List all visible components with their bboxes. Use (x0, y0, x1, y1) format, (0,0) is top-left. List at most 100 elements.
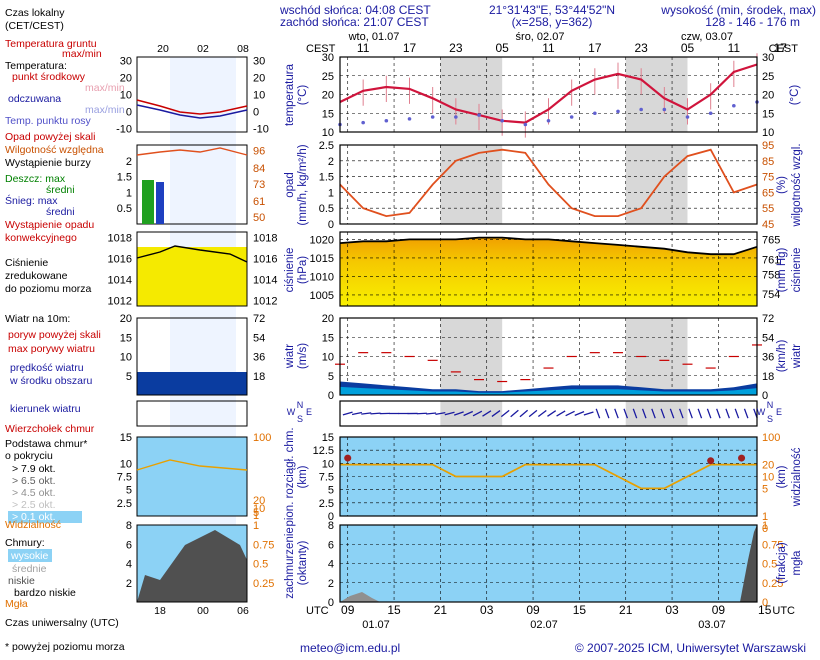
legend-cover-box (136, 524, 248, 603)
legend-mid-point: punkt środkowy (12, 71, 86, 83)
wind-arrow-106 (416, 412, 427, 415)
clouds-panel-rtick-3: 10 (762, 472, 774, 484)
temp-ylabel: temperatura (284, 63, 296, 126)
humidity-line (339, 148, 758, 218)
legend-temp-ltick-4: 30 (120, 55, 132, 67)
visibility-ylabel: widzialność (791, 447, 803, 507)
legend-local-time-2: (CET/CEST) (5, 20, 64, 32)
top-hour-6: 23 (634, 41, 648, 55)
legend-pressure-ltick-1: 1014 (108, 275, 132, 287)
legend-visibility-line (136, 459, 248, 471)
top-day-2: śro, 02.07 (516, 31, 565, 43)
legend-medium: średnie (12, 563, 47, 575)
legend-precip-ltick-3: 2 (126, 156, 132, 168)
legend-temp-box (136, 56, 248, 133)
wind-arrow-358 (614, 408, 619, 419)
legend-wind-speed-1: prędkość wiatru (10, 362, 84, 374)
legend-temp-ltick-2: 10 (120, 90, 132, 102)
legend-wind-fill (137, 372, 247, 395)
wind-arrow-34 (361, 412, 372, 415)
legend-precip-ltick-2: 1.5 (117, 172, 132, 184)
legend-clouds-box (136, 436, 248, 517)
temp-panel-ltick-2: 20 (322, 90, 334, 102)
top-hour-7: 05 (681, 41, 695, 55)
top-hour-1: 17 (403, 41, 417, 55)
clouds-panel-frame (339, 436, 758, 517)
legend-utc-time: Czas uniwersalny (UTC) (5, 617, 119, 629)
dew-point-9 (546, 118, 551, 123)
wind-arrow-490 (716, 408, 721, 419)
legend-wind-ltick-1: 10 (120, 352, 132, 364)
legend-utc-06: 06 (237, 605, 249, 617)
wind-arrow-166 (463, 410, 474, 417)
legend-humidity-rtick-3: 84 (253, 163, 265, 175)
clouds-panel-rtick-5: 100 (762, 432, 780, 444)
bottom-hour-1: 15 (387, 603, 401, 617)
legend-footnote: * powyżej poziomu morza (5, 641, 125, 653)
dew-point-7 (500, 118, 504, 123)
dew-point-5 (454, 115, 458, 119)
wind-panel-ltick-3: 15 (322, 332, 334, 344)
legend-wind-ltick-3: 20 (120, 313, 132, 325)
pressure-area (340, 237, 757, 306)
legend-snow-mid: średni (46, 206, 75, 218)
legend-felt-line (136, 104, 248, 119)
legend-okt-3: > 4.5 okt. (12, 487, 56, 499)
bottom-hour-0: 09 (341, 603, 355, 617)
legend-temp-rtick-2: 10 (253, 90, 265, 102)
legend-rain-mid: średni (46, 184, 75, 196)
temp-panel-rtick-1: 15 (762, 108, 774, 120)
temp-unit: (°C) (297, 85, 309, 106)
top-day-1: wto, 01.07 (348, 31, 400, 43)
legend-vis-rtick-2: 10 (253, 503, 265, 515)
compass-6: E (776, 407, 782, 417)
legend-visibility: Widzialność (5, 519, 61, 531)
legend-vis-rtick-4: 100 (253, 432, 271, 444)
precip-panel-night-1 (625, 145, 688, 224)
footer-copyright: © 2007-2025 ICM, Uniwersytet Warszawski (575, 641, 806, 655)
sunset-text: zachód słońca: 21:07 CEST (280, 15, 429, 29)
wind-arrow-514 (734, 408, 740, 419)
legend-wind-rtick-3: 72 (253, 313, 265, 325)
precip-panel-ltick-1: 0.5 (319, 203, 334, 215)
winddir-panel-frame (339, 400, 758, 427)
wind-ylabel: wiatr (284, 344, 296, 369)
wind-arrow-238 (519, 409, 529, 418)
pressure-unit: (hPa) (297, 256, 309, 284)
temp-panel-rtick-4: 30 (762, 52, 774, 64)
grid-text: (x=258, y=362) (512, 15, 593, 29)
legend-pressure-2: zredukowane (5, 270, 68, 282)
legend-pressure-rtick-3: 1018 (253, 232, 277, 244)
precip-panel-rtick-1: 55 (762, 203, 774, 215)
legend-temp: Temperatura: (5, 60, 67, 72)
legend-felt: odczuwana (8, 93, 61, 105)
legend-temp-rtick-4: 30 (253, 55, 265, 67)
legend-fog: Mgła (5, 598, 28, 610)
wind-arrow-370 (623, 408, 629, 419)
wind-panel-ltick-2: 10 (322, 352, 334, 364)
legend-okt-5: > 0.1 okt. (12, 511, 56, 523)
wind-panel-ltick-4: 20 (322, 313, 334, 325)
wind-arrow-202 (491, 410, 501, 417)
wind-area-inner (340, 386, 757, 395)
wind-arrow-298 (565, 410, 575, 417)
bottom-hour-3: 03 (480, 603, 494, 617)
bottom-hour-5: 15 (573, 603, 587, 617)
cloud-top-1 (707, 457, 715, 465)
wind-panel-ltick-1: 5 (328, 371, 334, 383)
legend-fog-rtick-1: 0.5 (253, 559, 268, 571)
clouds-panel-rtick-0: 0 (762, 523, 768, 535)
top-hour-8: 11 (728, 41, 741, 55)
top-hour-3: 05 (495, 41, 509, 55)
wind-arrow-190 (482, 410, 492, 417)
bottom-date-2: 02.07 (530, 619, 558, 631)
footer-email[interactable]: meteo@icm.edu.pl (300, 641, 400, 655)
legend-felt-maxmin: max/min (85, 104, 125, 116)
legend-low: niskie (8, 575, 35, 587)
wind-arrow-10 (342, 411, 353, 416)
legend-column: Czas lokalny (CET/CEST) 20 02 08 Tempera… (5, 7, 277, 653)
wind-panel-rtick-3: 54 (762, 332, 774, 344)
compass-1: W (287, 407, 296, 417)
clouds-panel-ltick-1: 2.5 (319, 498, 334, 510)
